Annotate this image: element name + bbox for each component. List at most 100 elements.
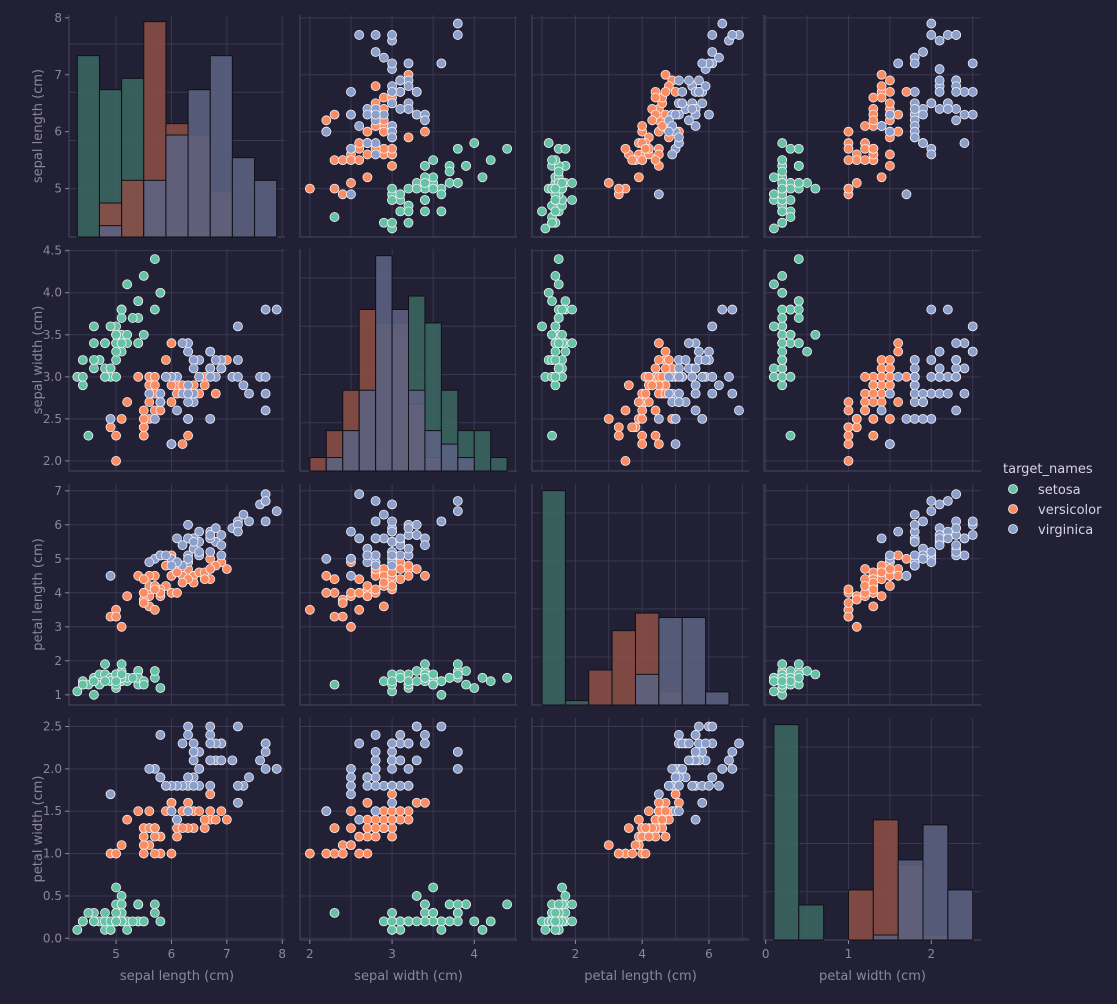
point-virginica — [362, 109, 373, 120]
point-setosa — [444, 672, 455, 683]
point-setosa — [550, 371, 561, 382]
x-tick-label: 4 — [470, 947, 478, 961]
point-virginica — [884, 126, 895, 137]
point-virginica — [346, 570, 356, 581]
point-versicolor — [395, 806, 406, 817]
point-versicolor — [673, 797, 684, 808]
point-virginica — [876, 121, 887, 131]
point-virginica — [667, 763, 678, 774]
point-setosa — [785, 676, 796, 687]
point-versicolor — [346, 155, 356, 166]
point-versicolor — [860, 405, 870, 416]
point-virginica — [694, 721, 704, 732]
point-versicolor — [133, 806, 144, 817]
legend-label-setosa: setosa — [1038, 483, 1081, 498]
point-setosa — [72, 924, 83, 935]
point-virginica — [951, 115, 962, 126]
point-virginica — [387, 755, 397, 766]
point-setosa — [550, 206, 561, 217]
point-versicolor — [378, 806, 389, 817]
point-virginica — [321, 806, 332, 817]
point-virginica — [951, 523, 962, 534]
panel-2-3 — [763, 484, 981, 706]
point-setosa — [89, 338, 99, 349]
point-setosa — [777, 346, 788, 357]
point-setosa — [436, 916, 447, 927]
point-setosa — [452, 907, 463, 918]
point-versicolor — [395, 574, 406, 585]
point-versicolor — [884, 160, 895, 171]
point-setosa — [420, 160, 430, 171]
point-setosa — [547, 296, 557, 307]
point-setosa — [777, 138, 788, 148]
point-setosa — [785, 371, 796, 382]
point-versicolor — [166, 848, 177, 859]
point-virginica — [951, 363, 962, 374]
hist-bar-virginica — [705, 691, 730, 706]
point-virginica — [926, 557, 937, 568]
point-versicolor — [657, 121, 668, 131]
point-virginica — [909, 380, 920, 391]
y-tick-label: 2.0 — [43, 762, 62, 776]
point-versicolor — [851, 422, 862, 433]
hist-bar-virginica — [440, 443, 459, 472]
point-setosa — [547, 430, 557, 441]
x-tick-label: 0 — [762, 947, 770, 961]
point-virginica — [166, 560, 177, 571]
point-setosa — [116, 313, 127, 323]
point-versicolor — [647, 115, 658, 126]
point-setosa — [77, 380, 88, 391]
point-setosa — [395, 206, 406, 217]
hist-bar-virginica — [681, 617, 707, 706]
panel-3-3 — [763, 718, 981, 941]
point-setosa — [155, 287, 166, 298]
point-versicolor — [362, 581, 373, 591]
point-versicolor — [329, 574, 340, 585]
point-virginica — [884, 109, 895, 120]
point-versicolor — [650, 155, 661, 166]
point-virginica — [205, 547, 216, 557]
point-virginica — [670, 109, 681, 120]
point-virginica — [387, 746, 397, 757]
point-versicolor — [172, 831, 182, 842]
point-versicolor — [843, 155, 854, 166]
point-setosa — [100, 371, 110, 382]
point-versicolor — [378, 126, 389, 137]
point-versicolor — [876, 388, 887, 399]
point-virginica — [727, 763, 738, 774]
point-virginica — [967, 58, 978, 69]
point-setosa — [329, 212, 340, 222]
point-virginica — [205, 780, 216, 791]
point-versicolor — [199, 574, 210, 585]
point-virginica — [370, 550, 381, 561]
point-virginica — [205, 530, 216, 540]
point-setosa — [461, 160, 471, 171]
point-virginica — [378, 533, 389, 544]
point-virginica — [161, 371, 171, 382]
point-virginica — [909, 509, 920, 520]
point-versicolor — [205, 806, 216, 817]
point-virginica — [909, 388, 920, 399]
point-virginica — [690, 363, 701, 374]
point-virginica — [183, 346, 193, 357]
point-setosa — [428, 155, 439, 166]
point-versicolor — [643, 806, 654, 817]
point-versicolor — [843, 183, 854, 194]
point-setosa — [111, 329, 121, 340]
panel-2-1 — [299, 484, 517, 706]
point-versicolor — [329, 587, 340, 598]
point-virginica — [893, 58, 904, 69]
point-versicolor — [387, 143, 397, 154]
x-axis-title: sepal length (cm) — [120, 969, 234, 984]
point-virginica — [194, 547, 205, 557]
point-versicolor — [411, 564, 422, 574]
point-versicolor — [843, 405, 854, 416]
point-versicolor — [337, 840, 348, 850]
point-virginica — [244, 516, 254, 527]
point-virginica — [395, 550, 406, 561]
point-versicolor — [893, 570, 904, 581]
point-virginica — [420, 540, 430, 551]
point-versicolor — [304, 848, 315, 859]
point-virginica — [673, 363, 684, 374]
point-setosa — [540, 223, 551, 234]
